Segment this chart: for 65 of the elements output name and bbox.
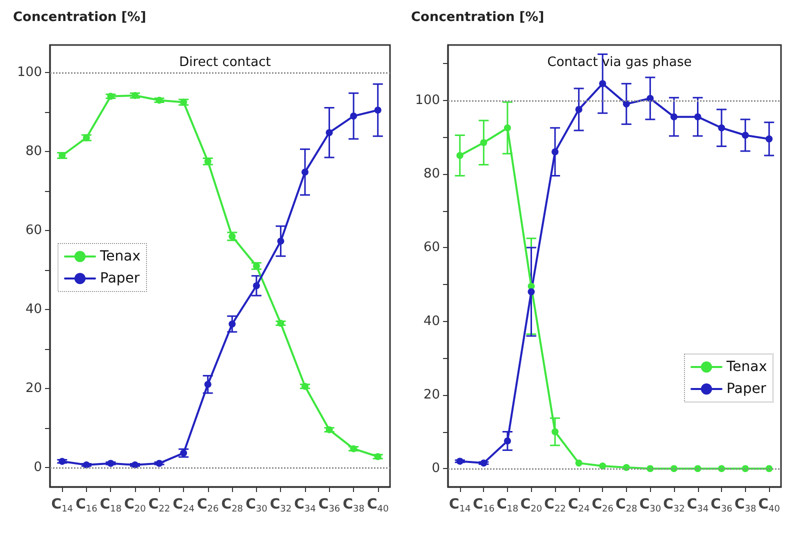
y-axis-title: Concentration [%] <box>411 10 544 25</box>
y-tick-label: 0 <box>432 461 440 476</box>
y-tick-label: 20 <box>25 380 42 396</box>
point <box>132 461 138 468</box>
point <box>277 320 284 327</box>
y-tick-label: 100 <box>17 65 42 80</box>
point <box>599 80 606 88</box>
point <box>718 124 726 132</box>
point <box>504 437 511 444</box>
y-tick-label: 80 <box>423 166 440 182</box>
point <box>599 462 606 470</box>
point <box>326 426 333 434</box>
point <box>504 124 511 132</box>
y-tick-label: 60 <box>423 240 440 256</box>
y-tick-label: 40 <box>25 302 42 317</box>
point <box>528 288 535 296</box>
point <box>82 461 90 468</box>
y-tick-label: 100 <box>415 92 440 108</box>
point <box>107 92 114 100</box>
point <box>480 139 488 146</box>
legend-label: Paper <box>726 381 766 397</box>
legend-label: Tenax <box>99 248 141 264</box>
text: Direct contact <box>179 55 271 70</box>
point <box>156 460 163 467</box>
legend-label: Tenax <box>725 359 768 375</box>
y-tick-label: 20 <box>423 387 440 402</box>
point <box>374 106 382 114</box>
point <box>350 112 358 120</box>
y-tick-label: 0 <box>34 460 42 475</box>
point <box>326 129 333 136</box>
point <box>622 100 630 108</box>
y-tick-label: 40 <box>423 314 440 329</box>
point <box>350 445 358 452</box>
point <box>252 282 260 290</box>
point <box>766 135 773 142</box>
point <box>374 453 382 460</box>
point <box>575 460 582 467</box>
point <box>670 113 678 120</box>
point <box>228 232 236 240</box>
point <box>204 380 212 388</box>
legend-label: Paper <box>100 270 140 286</box>
point <box>694 113 702 120</box>
point <box>552 428 559 436</box>
point <box>228 320 236 328</box>
point <box>180 98 188 106</box>
y-axis-title: Concentration [%] <box>13 10 146 25</box>
point <box>58 458 66 465</box>
point <box>302 382 308 390</box>
point <box>107 460 114 467</box>
point <box>277 238 284 245</box>
point <box>646 94 654 102</box>
point <box>480 460 488 467</box>
point <box>742 132 749 139</box>
point <box>575 106 582 113</box>
y-tick-label: 60 <box>25 222 42 238</box>
point <box>82 134 90 142</box>
point <box>132 92 138 100</box>
y-tick-label: 80 <box>25 144 42 160</box>
point <box>252 262 260 270</box>
point <box>302 168 308 176</box>
point <box>156 96 163 104</box>
point <box>180 450 188 457</box>
point <box>456 152 464 159</box>
point <box>456 458 464 465</box>
point <box>552 148 559 156</box>
